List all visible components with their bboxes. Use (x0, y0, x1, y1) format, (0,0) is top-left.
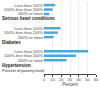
svg-text:Percent: Percent (62, 82, 78, 87)
svg-text:40: 40 (76, 77, 81, 82)
svg-text:Less than 100%: Less than 100% (14, 26, 43, 31)
svg-text:200% or more: 200% or more (18, 35, 44, 40)
svg-text:100%-less than 200%: 100%-less than 200% (4, 30, 43, 35)
svg-text:0: 0 (43, 77, 46, 82)
svg-text:200% or more: 200% or more (18, 11, 44, 16)
svg-text:20: 20 (59, 77, 64, 82)
svg-text:Less than 100%: Less than 100% (14, 3, 43, 8)
svg-text:Percent of poverty level:: Percent of poverty level: (2, 68, 45, 73)
svg-text:Serious heart conditions: Serious heart conditions (2, 16, 55, 21)
svg-text:100%-less than 200%: 100%-less than 200% (4, 7, 43, 12)
svg-text:Less than 100%: Less than 100% (14, 49, 43, 54)
svg-text:Hypertension: Hypertension (2, 63, 31, 68)
svg-text:60: 60 (94, 77, 99, 82)
svg-text:200% or more: 200% or more (18, 58, 44, 63)
svg-text:50: 50 (85, 77, 90, 82)
svg-text:Diabetes: Diabetes (2, 40, 21, 45)
svg-text:30: 30 (68, 77, 73, 82)
svg-text:10: 10 (50, 77, 55, 82)
svg-text:100%-less than 200%: 100%-less than 200% (4, 53, 43, 58)
